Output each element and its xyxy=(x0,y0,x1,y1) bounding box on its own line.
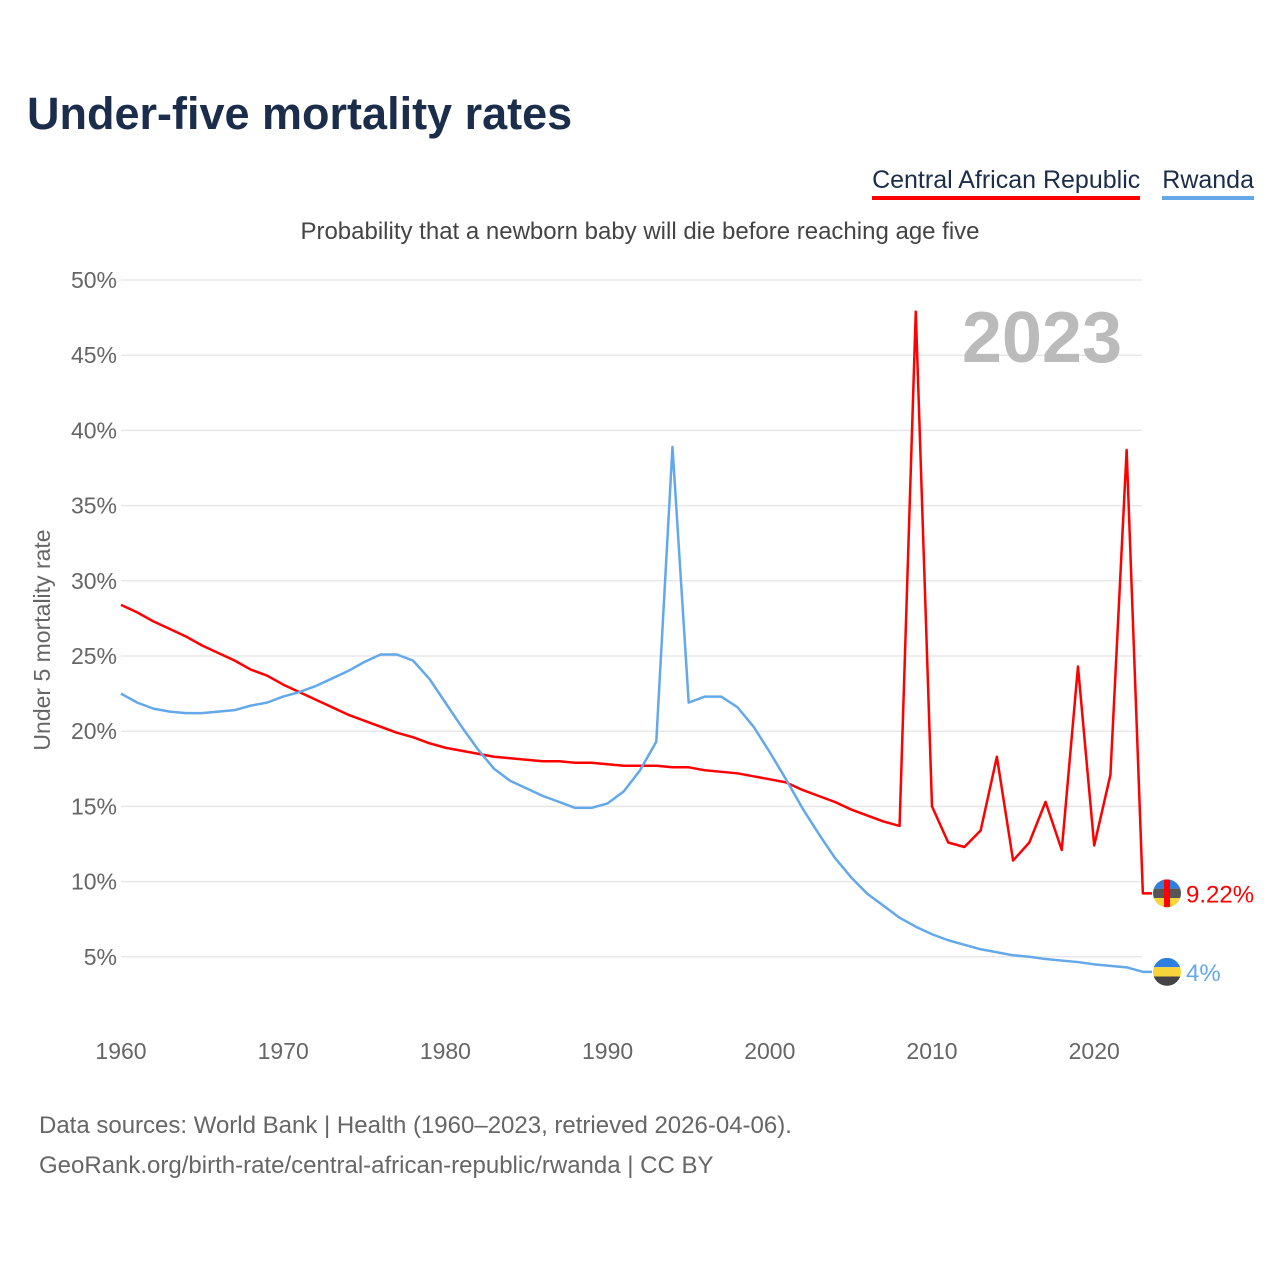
y-tick-label: 10% xyxy=(71,869,117,895)
y-tick-label: 30% xyxy=(71,568,117,594)
source-link[interactable]: GeoRank.org/birth-rate/central-african-r… xyxy=(39,1152,714,1179)
x-tick-label: 1960 xyxy=(95,1038,146,1064)
legend-item-central-african-republic[interactable]: Central African Republic xyxy=(872,166,1141,200)
series-line-car xyxy=(120,310,1152,895)
rwanda-flag-icon xyxy=(1153,957,1181,986)
end-value-label: 4% xyxy=(1186,960,1221,987)
x-tick-label: 2000 xyxy=(744,1038,795,1064)
chart-title: Under-five mortality rates xyxy=(27,88,573,139)
x-tick-label: 1980 xyxy=(420,1038,471,1064)
footer: Data sources: World Bank | Health (1960–… xyxy=(39,1106,792,1186)
y-tick-label: 35% xyxy=(71,493,117,519)
y-tick-label: 25% xyxy=(71,643,117,669)
plot-area: 5% 10% 15% 20% 25% 30% 35% 40% 45% 50% 1960 1970 198… xyxy=(29,267,1254,1064)
series-line-rwanda xyxy=(120,445,1152,974)
y-tick-label: 40% xyxy=(71,417,117,443)
legend: Central African Republic Rwanda xyxy=(872,166,1254,200)
x-tick-label: 1990 xyxy=(582,1038,633,1064)
chart-subtitle: Probability that a newborn baby will die… xyxy=(300,218,980,245)
end-value-label: 9.22% xyxy=(1186,881,1254,908)
y-tick-label: 50% xyxy=(71,267,117,293)
y-tick-label: 5% xyxy=(84,944,117,970)
y-tick-label: 45% xyxy=(71,342,117,368)
x-tick-label: 1970 xyxy=(258,1038,309,1064)
data-source: Data sources: World Bank | Health (1960–… xyxy=(39,1112,792,1139)
x-tick-label: 2010 xyxy=(906,1038,957,1064)
y-tick-label: 15% xyxy=(71,793,117,819)
car-flag-icon xyxy=(1153,879,1181,908)
legend-item-rwanda[interactable]: Rwanda xyxy=(1162,166,1254,200)
y-axis-label: Under 5 mortality rate xyxy=(29,529,55,750)
year-label: 2023 xyxy=(962,298,1122,378)
x-tick-label: 2020 xyxy=(1069,1038,1120,1064)
y-tick-label: 20% xyxy=(71,718,117,744)
